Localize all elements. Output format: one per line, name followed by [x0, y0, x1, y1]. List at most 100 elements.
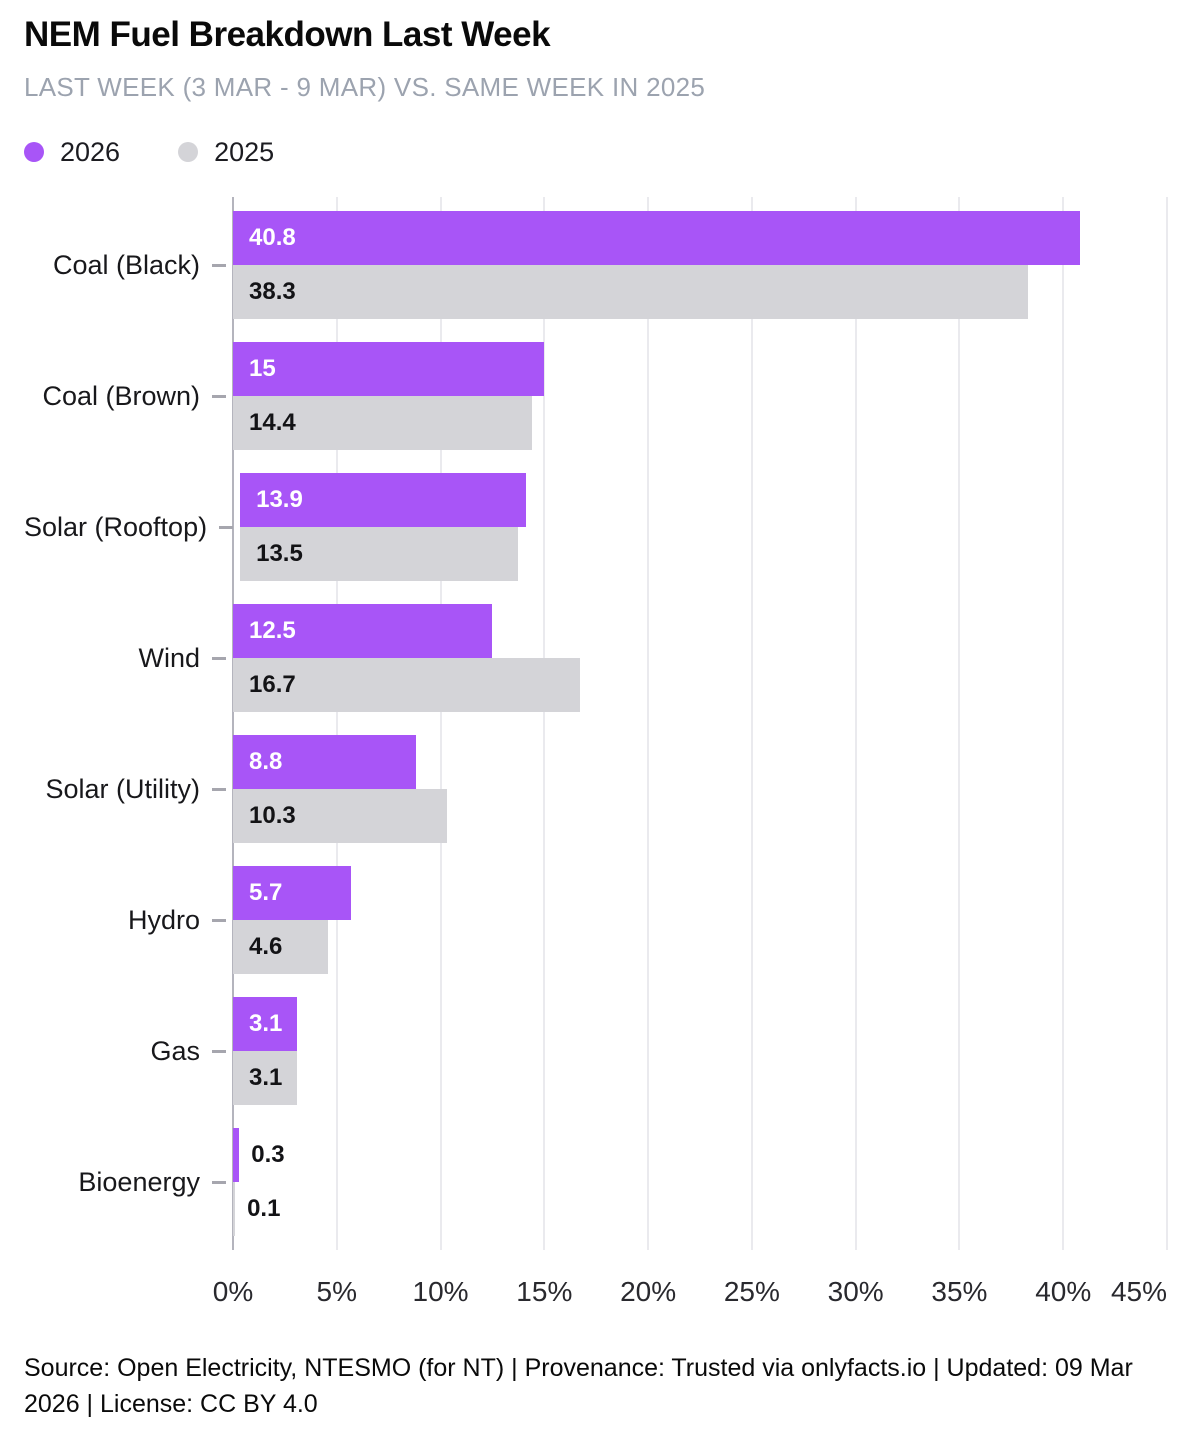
bar-2025-solar-utility [233, 789, 447, 843]
category-label: Coal (Brown) [42, 380, 200, 411]
bar-2026-hydro [233, 866, 352, 920]
x-axis: 0% 5% 10% 15% 20% 25% 30% 35% 40% 45% [213, 1276, 1167, 1310]
bar-row-2026: 3.1 [233, 997, 1167, 1051]
bar-2026-coal-black [233, 211, 1080, 265]
bars-cell: 12.5 16.7 [233, 604, 1167, 712]
bar-2025-bioenergy [233, 1182, 236, 1236]
bar-2026-coal-brown [233, 342, 545, 396]
category-tick [212, 787, 226, 791]
gridline-45 [1166, 197, 1168, 1250]
category-label-cell: Coal (Black) [24, 250, 233, 281]
legend-swatch-2025 [178, 142, 199, 162]
bar-2026-bioenergy [233, 1128, 240, 1182]
value-label: 12.5 [249, 617, 296, 644]
bar-2026-solar-utility [233, 735, 416, 789]
bar-group-coal-black: Coal (Black) 40.8 38.3 [24, 211, 1176, 319]
bar-2025-coal-black [233, 265, 1028, 319]
value-label: 0.1 [247, 1195, 281, 1222]
category-tick [212, 1180, 226, 1184]
bars-cell: 15 14.4 [233, 342, 1167, 450]
bar-group-wind: Wind 12.5 16.7 [24, 604, 1176, 712]
bars-cell: 8.8 10.3 [233, 735, 1167, 843]
gridline-5 [335, 197, 338, 1250]
category-label-cell: Wind [24, 643, 233, 674]
category-label: Solar (Utility) [45, 773, 200, 804]
bar-row-2025: 4.6 [233, 920, 1167, 974]
bar-row-2026: 13.9 [240, 473, 1167, 527]
bar-row-2026: 15 [233, 342, 1167, 396]
bar-group-bioenergy: Bioenergy 0.3 0.1 [24, 1128, 1176, 1236]
bars-cell: 0.3 0.1 [233, 1128, 1167, 1236]
gridline-40 [1062, 197, 1065, 1250]
bar-row-2026: 12.5 [233, 604, 1167, 658]
value-label: 4.6 [249, 933, 283, 960]
value-label: 3.1 [249, 1064, 283, 1091]
x-axis-label-40: 40% [1035, 1276, 1092, 1307]
x-axis-label-10: 10% [412, 1276, 469, 1307]
bar-groups: Coal (Black) 40.8 38.3 Coal (Brown) 15 14.4 So… [24, 197, 1176, 1250]
legend-item-2026[interactable]: 2026 [24, 137, 120, 168]
legend-label: 2025 [214, 136, 275, 167]
source-attribution: Source: Open Electricity, NTESMO (for NT… [24, 1354, 1133, 1418]
bar-2025-hydro [233, 920, 329, 974]
bar-row-2025: 3.1 [233, 1051, 1167, 1105]
bar-group-coal-brown: Coal (Brown) 15 14.4 [24, 342, 1176, 450]
legend-label: 2026 [60, 136, 121, 167]
gridline-0 [232, 197, 234, 1250]
value-label: 13.5 [256, 540, 303, 567]
category-label: Coal (Black) [52, 249, 200, 280]
value-label: 16.7 [249, 671, 296, 698]
bar-2025-solar-rooftop [240, 527, 519, 581]
bar-2025-coal-brown [233, 396, 532, 450]
bar-chart: Coal (Black) 40.8 38.3 Coal (Brown) 15 14.4 So… [24, 197, 1176, 1250]
chart-title: NEM Fuel Breakdown Last Week [24, 15, 551, 54]
bar-group-hydro: Hydro 5.7 4.6 [24, 866, 1176, 974]
chart-subtitle: LAST WEEK (3 MAR - 9 MAR) VS. SAME WEEK … [24, 72, 706, 102]
gridline-layer [232, 197, 1168, 1250]
category-label-cell: Bioenergy [24, 1167, 233, 1198]
gridline-25 [750, 197, 753, 1250]
legend-item-2025[interactable]: 2025 [178, 137, 274, 168]
gridline-35 [958, 197, 961, 1250]
x-axis-label-25: 25% [723, 1276, 780, 1307]
x-axis-label-15: 15% [516, 1276, 573, 1307]
bar-row-2025: 38.3 [233, 265, 1167, 319]
x-axis-label-30: 30% [827, 1276, 884, 1307]
value-label: 3.1 [249, 1010, 283, 1037]
value-label: 14.4 [249, 409, 296, 436]
bar-row-2026: 8.8 [233, 735, 1167, 789]
value-label: 38.3 [249, 278, 296, 305]
category-tick [212, 1049, 226, 1053]
bar-row-2025: 14.4 [233, 396, 1167, 450]
bars-cell: 40.8 38.3 [233, 211, 1167, 319]
category-tick [219, 525, 234, 529]
category-tick [212, 263, 226, 267]
category-label: Bioenergy [78, 1166, 200, 1197]
gridline-10 [439, 197, 442, 1250]
bar-row-2026: 0.3 [233, 1128, 1167, 1182]
value-label: 15 [249, 355, 276, 382]
bar-group-gas: Gas 3.1 3.1 [24, 997, 1176, 1105]
bars-cell: 5.7 4.6 [233, 866, 1167, 974]
value-label: 10.3 [249, 802, 296, 829]
bar-row-2025: 13.5 [240, 527, 1167, 581]
bar-2025-wind [233, 658, 580, 712]
bar-group-solar-rooftop: Solar (Rooftop) 13.9 13.5 [24, 473, 1176, 581]
bar-row-2025: 10.3 [233, 789, 1167, 843]
bar-2026-solar-rooftop [240, 473, 527, 527]
x-axis-label-45: 45% [1110, 1276, 1167, 1307]
category-tick [212, 394, 226, 398]
bar-group-solar-utility: Solar (Utility) 8.8 10.3 [24, 735, 1176, 843]
category-label: Solar (Rooftop) [24, 511, 208, 542]
value-label: 8.8 [249, 748, 283, 775]
bar-row-2026: 40.8 [233, 211, 1167, 265]
category-label-cell: Gas [24, 1036, 233, 1067]
category-label: Hydro [127, 904, 200, 935]
category-label-cell: Solar (Rooftop) [24, 512, 240, 543]
x-axis-label-5: 5% [316, 1276, 357, 1307]
x-axis-label-0: 0% [212, 1276, 254, 1307]
bars-cell: 13.9 13.5 [240, 473, 1167, 581]
value-label: 40.8 [249, 224, 296, 251]
x-axis-label-20: 20% [620, 1276, 677, 1307]
bar-row-2025: 0.1 [233, 1182, 1167, 1236]
